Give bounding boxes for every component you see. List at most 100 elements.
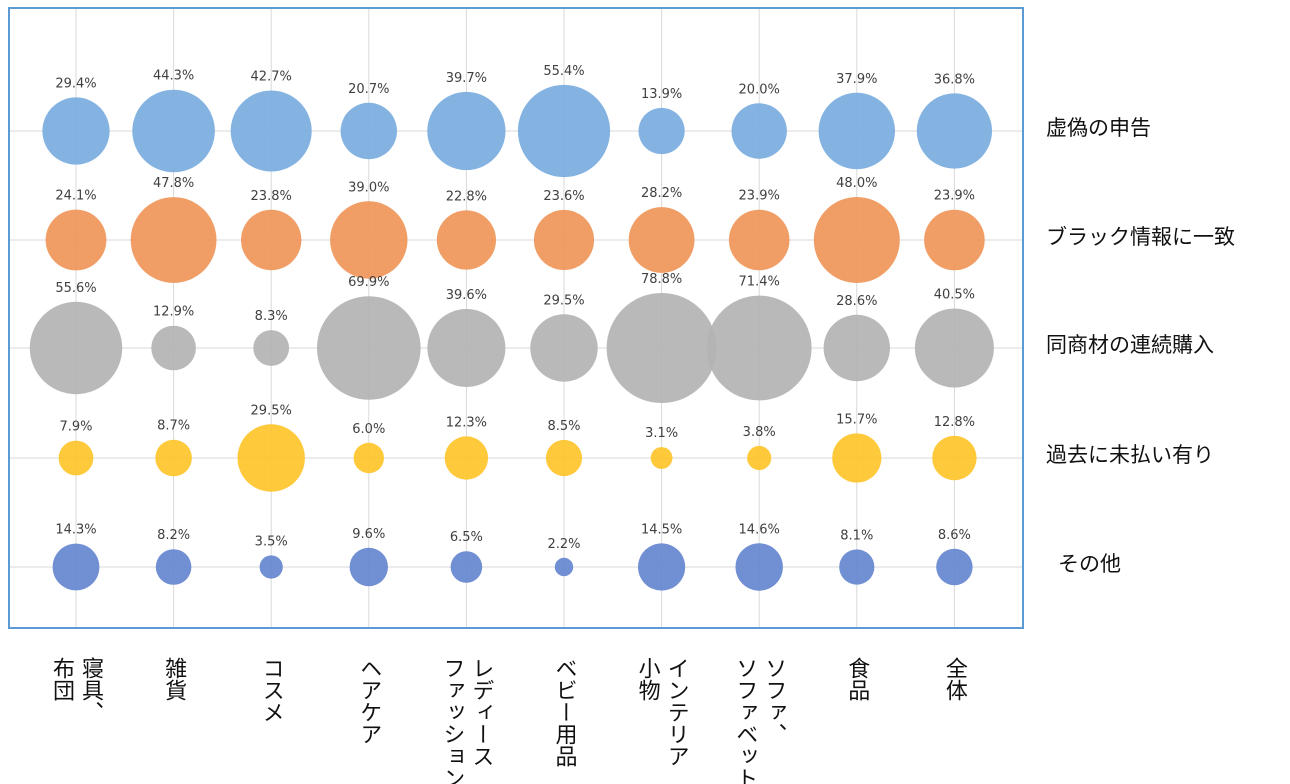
value-label: 14.6% <box>739 522 780 537</box>
bubble-layer <box>29 84 994 591</box>
value-label: 69.9% <box>348 275 389 290</box>
category-label: インテリア <box>664 657 689 767</box>
value-label: 8.5% <box>547 419 580 434</box>
category-label: 寝具、 <box>78 657 104 723</box>
bubble <box>259 555 283 579</box>
bubble <box>349 547 388 587</box>
bubble <box>731 103 787 159</box>
value-label: 29.5% <box>251 403 292 418</box>
bubble <box>241 209 302 271</box>
series-label: 同商材の連続購入 <box>1046 333 1214 357</box>
bubble <box>936 548 973 586</box>
category-label: ヘアケア <box>356 657 381 745</box>
bubble <box>58 440 94 476</box>
value-label: 23.9% <box>739 189 780 204</box>
value-label: 24.1% <box>55 189 96 204</box>
bubble <box>735 543 783 591</box>
bubble <box>29 301 123 395</box>
bubble <box>916 93 993 169</box>
bubble <box>638 543 686 591</box>
bubble <box>818 92 895 170</box>
bubble <box>638 107 685 155</box>
value-label: 9.6% <box>352 527 385 542</box>
bubble <box>155 439 192 477</box>
value-label: 13.9% <box>641 87 682 102</box>
bubble <box>436 210 496 270</box>
category-label: ソファ、 <box>761 657 786 745</box>
bubble <box>606 293 717 403</box>
value-label: 71.4% <box>739 275 780 290</box>
category-label: ファッション <box>439 657 464 784</box>
value-label: 3.1% <box>645 426 678 441</box>
value-label: 2.2% <box>547 537 580 552</box>
value-label: 3.5% <box>255 534 288 549</box>
bubble <box>728 209 790 271</box>
bubble <box>517 84 611 178</box>
bubble <box>132 89 215 173</box>
bubble <box>650 447 673 469</box>
value-label: 23.8% <box>251 189 292 204</box>
bubble <box>151 325 196 371</box>
bubble <box>340 102 397 160</box>
value-label: 8.3% <box>255 309 288 324</box>
value-label: 15.7% <box>836 412 877 427</box>
value-label: 39.6% <box>446 288 487 303</box>
bubble <box>52 543 100 591</box>
category-label: ベビー用品 <box>552 657 578 767</box>
value-label: 23.6% <box>543 189 584 204</box>
value-label: 20.0% <box>739 82 780 97</box>
bubble <box>330 201 408 279</box>
bubble <box>545 439 583 477</box>
category-label: 布団 <box>49 657 75 701</box>
bubble <box>353 442 384 474</box>
value-label: 55.6% <box>55 281 96 296</box>
value-label: 22.8% <box>446 189 487 204</box>
category-label: コスメ <box>259 657 284 723</box>
value-label: 8.7% <box>157 419 190 434</box>
value-label: 78.8% <box>641 272 682 287</box>
bubble <box>839 549 875 585</box>
series-label: 虚偽の申告 <box>1046 116 1151 140</box>
value-label: 55.4% <box>543 64 584 79</box>
category-label: 全体 <box>942 657 968 701</box>
bubble <box>317 296 421 400</box>
series-label: その他 <box>1058 552 1121 576</box>
bubble <box>45 209 107 271</box>
bubble <box>42 97 110 165</box>
value-label: 6.0% <box>352 422 385 437</box>
category-label: 雑貨 <box>161 657 187 701</box>
bubble <box>832 433 882 483</box>
value-label: 6.5% <box>450 530 483 545</box>
value-label: 39.7% <box>446 71 487 86</box>
series-label: 過去に未払い有り <box>1046 443 1214 467</box>
bubble <box>533 209 595 271</box>
bubble <box>427 91 506 171</box>
value-labels: 29.4% 44.3% 42.7% 20.7% 39.7% 55.4% 13.9% 20.0%… <box>55 64 975 552</box>
bubble <box>253 330 290 366</box>
bubble <box>237 424 305 492</box>
category-label: 小物 <box>635 657 661 701</box>
value-label: 8.6% <box>938 528 971 543</box>
value-label: 37.9% <box>836 72 877 87</box>
value-label: 8.1% <box>840 528 873 543</box>
value-label: 48.0% <box>836 176 877 191</box>
series-label: ブラック情報に一致 <box>1046 225 1235 249</box>
value-label: 3.8% <box>743 425 776 440</box>
value-label: 40.5% <box>934 288 975 303</box>
value-label: 42.7% <box>251 70 292 85</box>
value-label: 36.8% <box>934 72 975 87</box>
bubble <box>914 308 994 388</box>
value-label: 47.8% <box>153 176 194 191</box>
value-label: 12.9% <box>153 305 194 320</box>
bubble <box>427 309 506 387</box>
bubble <box>628 207 695 273</box>
value-label: 14.3% <box>55 523 96 538</box>
bubble <box>450 551 483 583</box>
value-label: 14.5% <box>641 522 682 537</box>
value-label: 44.3% <box>153 69 194 84</box>
bubble <box>444 436 489 480</box>
value-label: 7.9% <box>59 420 92 435</box>
